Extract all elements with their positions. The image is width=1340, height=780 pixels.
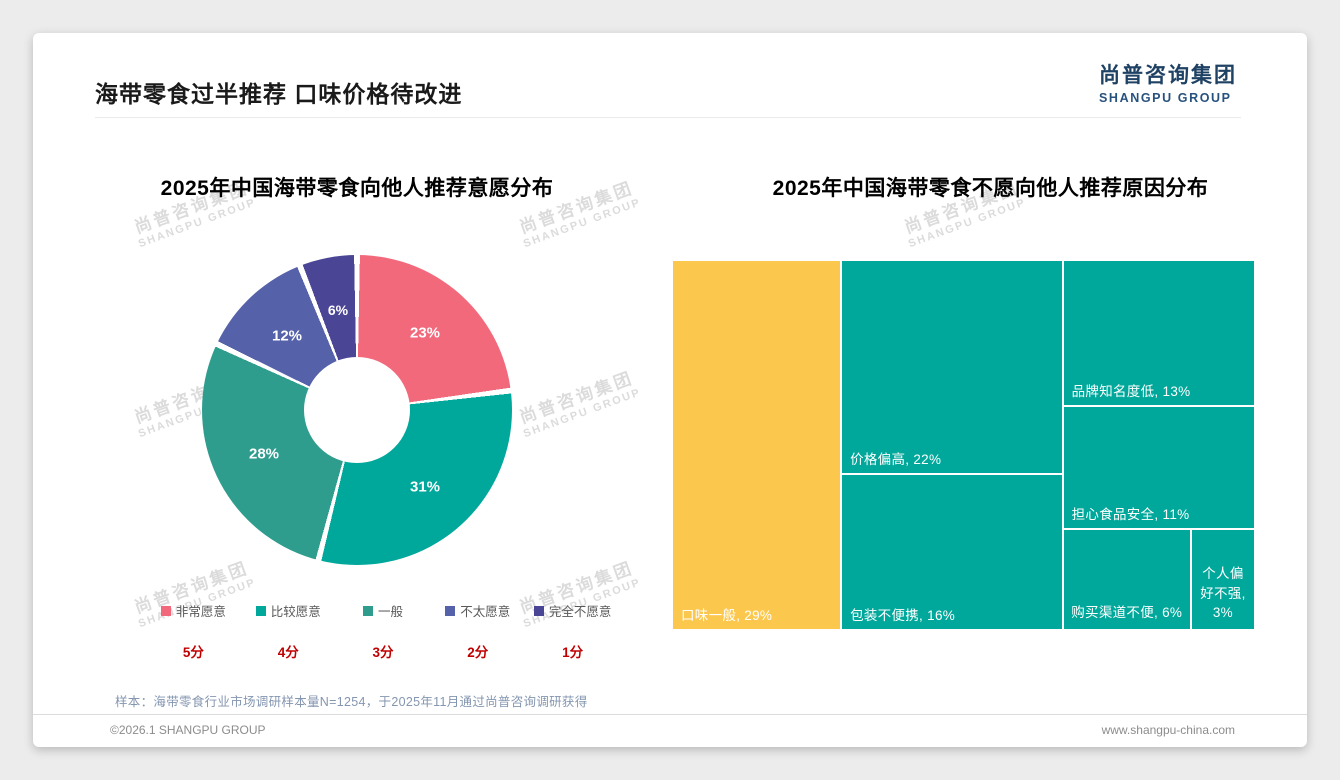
donut-chart: 23% 31% 28% 12% 6% [202,255,512,565]
treemap-cell-label: 个人偏好不强, 3% [1200,566,1246,621]
treemap-cell-brand: 品牌知名度低, 13% [1062,260,1255,406]
legend-swatch [362,605,373,616]
legend-label: 比较愿意 [270,605,321,619]
header-divider [95,117,1241,118]
page-title: 海带零食过半推荐 口味价格待改进 [95,81,463,107]
legend-label: 非常愿意 [175,605,226,619]
donut-legend: 非常愿意 比较愿意 一般 不太愿意 完全不愿意 [146,601,620,620]
legend-label: 不太愿意 [460,605,511,619]
treemap-cell-channel: 购买渠道不便, 6% [1062,528,1191,630]
slide-card: 尚普咨询集团 SHANGPU GROUP 尚普咨询集团 SHANGPU GROUP … [33,33,1307,747]
score-label: 3分 [372,645,394,660]
footer-divider [33,714,1307,715]
donut-label-12: 12% [271,327,303,345]
slide-content: 海带零食过半推荐 口味价格待改进 尚普咨询集团 SHANGPU GROUP 20… [33,33,1307,747]
logo-cn-text: 尚普咨询集团 [1099,64,1237,87]
legend-item: 完全不愿意 [525,601,620,620]
treemap-cell-label: 品牌知名度低, 13% [1071,383,1191,399]
treemap-cell-label: 口味一般, 29% [681,608,773,623]
legend-item: 比较愿意 [241,601,336,620]
treemap-cell-label: 担心食品安全, 11% [1071,506,1190,522]
treemap-cell-label: 购买渠道不便, 6% [1071,605,1183,621]
donut-chart-title: 2025年中国海带零食向他人推荐意愿分布 [160,177,554,200]
legend-item: 不太愿意 [430,601,525,620]
treemap-cell-packaging: 包装不便携, 16% [841,474,1063,630]
legend-swatch [160,605,171,616]
treemap-cell-label: 价格偏高, 22% [850,452,942,468]
website-text: www.shangpu-china.com [1101,723,1235,737]
treemap-cell-price: 价格偏高, 22% [841,260,1063,475]
donut-label-31: 31% [409,478,441,496]
legend-label: 完全不愿意 [548,605,612,619]
treemap-cell-label: 包装不便携, 16% [850,607,956,623]
treemap-cell-safety: 担心食品安全, 11% [1062,405,1255,529]
score-row: 5分 4分 3分 2分 1分 [146,641,620,661]
copyright-text: ©2026.1 SHANGPU GROUP [110,723,266,737]
donut-label-28: 28% [248,445,280,463]
score-label: 1分 [562,645,584,660]
legend-label: 一般 [377,605,403,619]
logo-en-text: SHANGPU GROUP [1099,91,1232,105]
score-label: 4分 [277,645,299,660]
legend-swatch [533,605,544,616]
score-label: 2分 [467,645,489,660]
legend-swatch [445,605,456,616]
legend-item: 非常愿意 [146,601,241,620]
treemap: 口味一般, 29% 价格偏高, 22% 包装不便携, 16% 品牌知名度低, 1… [672,260,1255,630]
donut-label-6: 6% [327,302,349,318]
legend-item: 一般 [336,601,431,620]
company-logo: 尚普咨询集团 SHANGPU GROUP [1099,59,1237,105]
donut-hole [304,357,410,463]
donut-label-23: 23% [409,324,441,342]
treemap-cell-preference: 个人偏好不强, 3% [1190,528,1255,630]
sample-footnote: 样本：海带零食行业市场调研样本量N=1254，于2025年11月通过尚普咨询调研… [115,695,588,709]
treemap-cell-taste: 口味一般, 29% [672,260,842,630]
legend-swatch [255,605,266,616]
treemap-chart-title: 2025年中国海带零食不愿向他人推荐原因分布 [772,177,1209,200]
score-label: 5分 [182,645,204,660]
